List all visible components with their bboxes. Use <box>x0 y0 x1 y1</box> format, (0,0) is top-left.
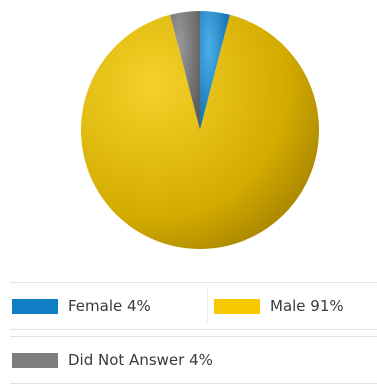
legend-swatch-male <box>214 298 260 314</box>
legend-label-female: Female 4% <box>68 297 151 315</box>
pie-slice-did-not-answer[interactable] <box>170 10 200 130</box>
pie-slice-male[interactable] <box>81 14 320 249</box>
legend-label-male: Male 91% <box>270 297 344 315</box>
legend-label-did-not-answer: Did Not Answer 4% <box>68 351 213 369</box>
legend-swatch-female <box>12 298 58 314</box>
legend-item-female[interactable]: Female 4% <box>10 283 206 329</box>
pie-chart <box>81 10 320 249</box>
legend-divider <box>207 289 208 323</box>
pie-slice-female[interactable] <box>200 10 230 130</box>
legend-row: Did Not Answer 4% <box>10 336 377 384</box>
legend-swatch-did-not-answer <box>12 352 58 368</box>
legend-item-male[interactable]: Male 91% <box>212 283 377 329</box>
legend-row: Female 4% Male 91% <box>10 282 377 330</box>
legend-item-did-not-answer[interactable]: Did Not Answer 4% <box>10 337 213 383</box>
pie-slices <box>81 10 320 249</box>
